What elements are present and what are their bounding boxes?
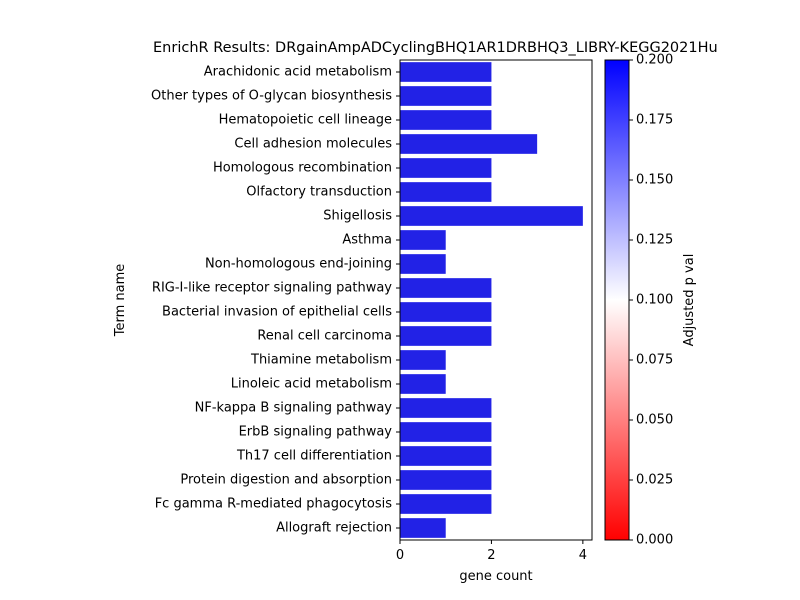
chart-title: EnrichR Results: DRgainAmpADCyclingBHQ1A… <box>153 40 718 56</box>
bar-6 <box>400 206 583 226</box>
colorbar-tick-label-2: 0.050 <box>636 413 673 428</box>
bar-7 <box>400 230 446 250</box>
bar-0 <box>400 62 492 82</box>
colorbar-tick-label-3: 0.075 <box>636 353 673 368</box>
category-label-17: Protein digestion and absorption <box>180 473 392 488</box>
colorbar-tick-label-7: 0.175 <box>636 113 673 128</box>
category-labels-group: Arachidonic acid metabolism Other types o… <box>151 65 400 536</box>
bar-15 <box>400 422 492 442</box>
bars-group <box>400 62 583 538</box>
bar-4 <box>400 158 492 178</box>
bar-16 <box>400 446 492 466</box>
category-label-15: ErbB signaling pathway <box>239 425 393 440</box>
category-label-6: Shigellosis <box>323 209 392 224</box>
bar-12 <box>400 350 446 370</box>
category-label-4: Homologous recombination <box>213 161 392 176</box>
bar-19 <box>400 518 446 538</box>
colorbar <box>604 59 630 541</box>
x-tick-label-2: 4 <box>579 548 587 563</box>
x-tick-label-1: 2 <box>487 548 495 563</box>
category-label-1: Other types of O-glycan biosynthesis <box>151 89 392 104</box>
plot-frame <box>399 59 593 541</box>
bar-18 <box>400 494 492 514</box>
colorbar-tick-label-0: 0.000 <box>636 533 673 548</box>
bar-11 <box>400 326 492 346</box>
bar-1 <box>400 86 492 106</box>
category-label-3: Cell adhesion molecules <box>234 137 392 152</box>
bar-9 <box>400 278 492 298</box>
x-tick-label-0: 0 <box>396 548 404 563</box>
bar-3 <box>400 134 538 154</box>
colorbar-tick-label-5: 0.125 <box>636 233 673 248</box>
colorbar-tick-label-6: 0.150 <box>636 173 673 188</box>
y-axis-label: Term name <box>113 264 128 338</box>
bar-10 <box>400 302 492 322</box>
bar-5 <box>400 182 492 202</box>
category-label-9: RIG-I-like receptor signaling pathway <box>152 281 392 296</box>
category-label-14: NF-kappa B signaling pathway <box>195 401 393 416</box>
category-label-19: Allograft rejection <box>276 521 392 536</box>
category-label-0: Arachidonic acid metabolism <box>204 65 392 80</box>
x-axis-label: gene count <box>459 569 532 584</box>
category-label-5: Olfactory transduction <box>246 185 392 200</box>
bar-8 <box>400 254 446 274</box>
colorbar-label: Adjusted p val <box>682 254 697 347</box>
bar-13 <box>400 374 446 394</box>
colorbar-ticks-group: 0.000 0.025 0.050 0.075 0.100 0.125 0.150 0.175… <box>629 53 673 548</box>
category-label-2: Hematopoietic cell lineage <box>219 113 392 128</box>
bar-17 <box>400 470 492 490</box>
bar-14 <box>400 398 492 418</box>
category-label-11: Renal cell carcinoma <box>257 329 392 344</box>
category-label-7: Asthma <box>342 233 392 248</box>
colorbar-tick-label-4: 0.100 <box>636 293 673 308</box>
colorbar-tick-label-1: 0.025 <box>636 473 673 488</box>
category-label-13: Linoleic acid metabolism <box>231 377 392 392</box>
x-ticks-group: 0 2 4 <box>396 540 587 563</box>
bar-2 <box>400 110 492 130</box>
category-label-18: Fc gamma R-mediated phagocytosis <box>155 497 393 512</box>
category-label-10: Bacterial invasion of epithelial cells <box>162 305 392 320</box>
category-label-8: Non-homologous end-joining <box>205 257 392 272</box>
category-label-16: Th17 cell differentiation <box>236 449 392 464</box>
category-label-12: Thiamine metabolism <box>250 353 392 368</box>
colorbar-tick-label-8: 0.200 <box>636 53 673 68</box>
